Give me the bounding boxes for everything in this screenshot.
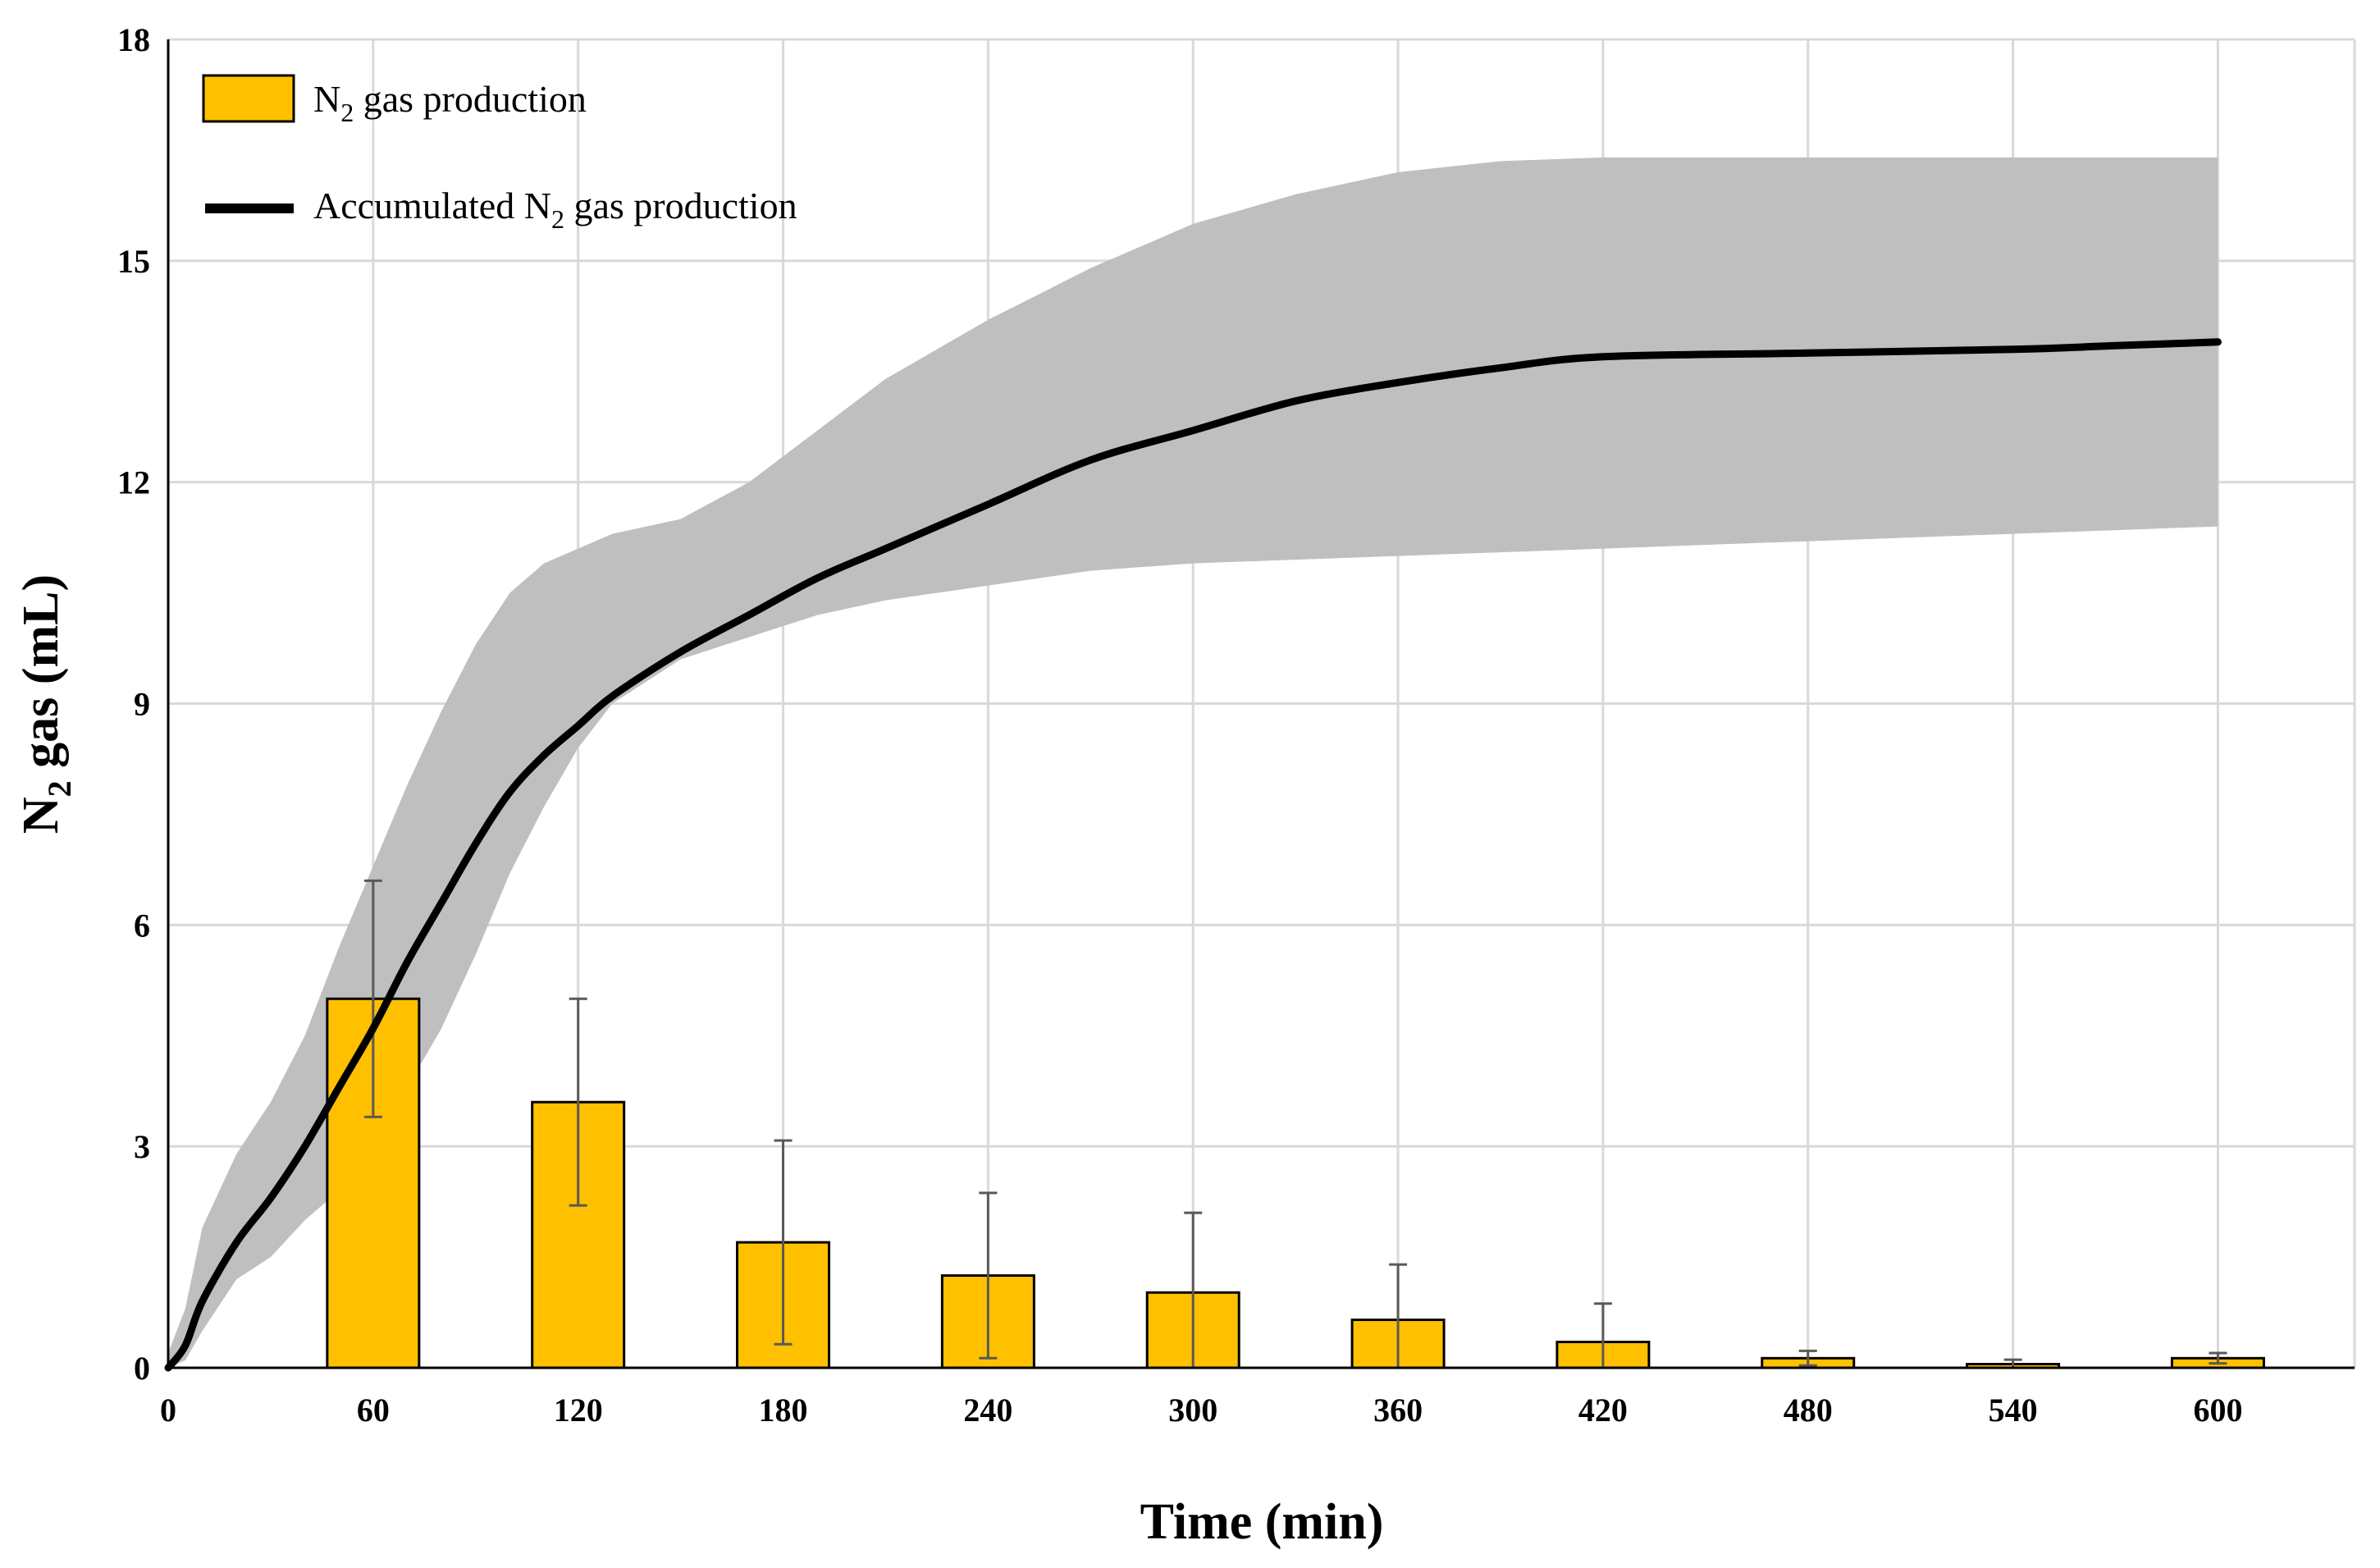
y-tick-label: 3 xyxy=(134,1128,150,1165)
y-tick-label: 9 xyxy=(134,686,150,723)
accumulated-line xyxy=(164,338,2222,1372)
legend-label-bar-main: N xyxy=(313,78,340,120)
x-tick-label: 60 xyxy=(357,1392,390,1429)
y-tick-label: 6 xyxy=(134,907,150,944)
x-tick-label: 180 xyxy=(759,1392,808,1429)
legend-label-line-rest: gas production xyxy=(564,185,797,226)
x-tick-label: 540 xyxy=(1989,1392,2038,1429)
legend-label-bar-rest: gas production xyxy=(354,78,587,120)
x-tick-label: 600 xyxy=(2193,1392,2242,1429)
range-band-area xyxy=(168,157,2218,1368)
bar-series xyxy=(326,997,2265,1369)
x-tick-label: 420 xyxy=(1578,1392,1628,1429)
accumulated-range-band xyxy=(168,157,2218,1368)
y-axis-title: N2 gas (mL) xyxy=(13,574,78,834)
legend-label-line-main: Accumulated N xyxy=(313,185,551,226)
y-tick-label: 15 xyxy=(117,243,150,280)
legend: N2 gas production Accumulated N2 gas pro… xyxy=(202,74,797,234)
y-tick-labels: 0 3 6 9 12 15 18 xyxy=(117,21,150,1387)
legend-label-line: Accumulated N2 gas production xyxy=(313,185,797,234)
x-tick-label: 300 xyxy=(1168,1392,1217,1429)
legend-label-bar: N2 gas production xyxy=(313,78,587,127)
legend-swatch-bar xyxy=(202,74,295,123)
legend-label-bar-subscript: 2 xyxy=(340,98,354,127)
y-axis-title-subscript: 2 xyxy=(41,780,78,797)
error-bar-series xyxy=(363,879,2227,1369)
legend-label-line-subscript: 2 xyxy=(551,204,564,234)
x-tick-label: 240 xyxy=(963,1392,1012,1429)
y-axis-title-rest: gas (mL) xyxy=(13,574,69,780)
y-tick-label: 18 xyxy=(117,21,150,58)
x-axis-title: Time (min) xyxy=(1140,1494,1384,1550)
x-tick-label: 0 xyxy=(160,1392,176,1429)
axes xyxy=(167,39,2355,1369)
accumulated-line-series xyxy=(164,338,2222,1372)
y-tick-label: 12 xyxy=(117,464,150,501)
x-tick-label: 360 xyxy=(1373,1392,1423,1429)
x-tick-label: 480 xyxy=(1784,1392,1833,1429)
y-tick-label: 0 xyxy=(134,1350,150,1387)
x-tick-label: 120 xyxy=(554,1392,603,1429)
x-tick-labels: 0 60 120 180 240 300 360 420 480 540 600 xyxy=(160,1392,2242,1429)
y-axis-title-main: N xyxy=(13,797,69,834)
